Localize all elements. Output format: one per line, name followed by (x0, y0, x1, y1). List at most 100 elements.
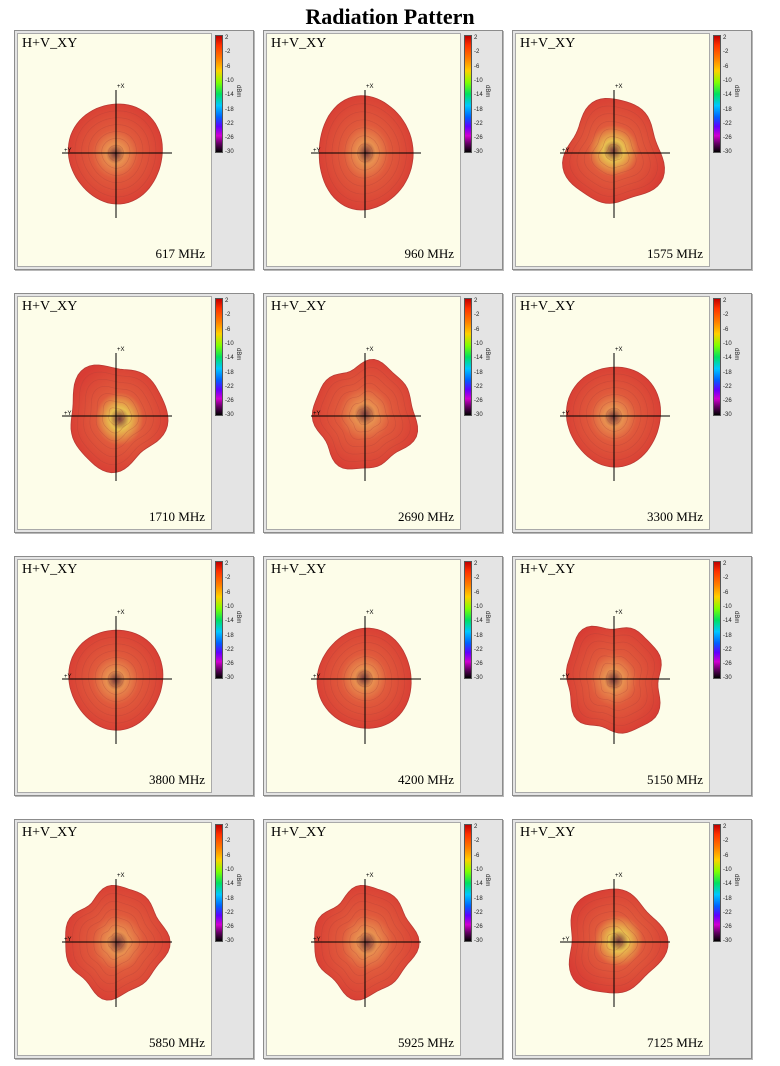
colorbar-tick: -22 (225, 120, 234, 127)
colorbar-tick: 2 (474, 561, 478, 567)
colorbar-tick: -2 (225, 49, 231, 56)
colorbar-tick: -30 (225, 149, 234, 156)
pattern-plot-area: +X +Y H+V_XY 5925 MHz (266, 822, 461, 1056)
panel-label: H+V_XY (22, 825, 78, 840)
pattern-svg: +X +Y (560, 84, 670, 218)
colorbar: 2 -2 -6 -10 -14 -18 -22 -26 -30 dBm (214, 33, 252, 163)
colorbar-tick: -30 (723, 149, 732, 156)
colorbar: 2 -2 -6 -10 -14 -18 -22 -26 -30 dBm (712, 33, 750, 163)
panel-label: H+V_XY (520, 825, 576, 840)
colorbar-tick: -30 (225, 412, 234, 419)
y-axis-label: +Y (64, 148, 72, 154)
colorbar-tick: -6 (474, 852, 480, 859)
frequency-label: 2690 MHz (398, 509, 454, 524)
pattern-panel: +X +Y H+V_XY 7125 MHz 2 -2 -6 -10 -14 -18 -22 -26 -3… (512, 819, 752, 1059)
colorbar-tick: -14 (474, 92, 483, 99)
colorbar: 2 -2 -6 -10 -14 -18 -22 -26 -30 dBm (463, 822, 501, 952)
pattern-svg: +X +Y (62, 84, 172, 218)
colorbar-tick: 2 (474, 35, 478, 41)
colorbar-tick: -10 (723, 340, 732, 347)
colorbar-tick: -30 (723, 938, 732, 945)
colorbar-tick: -26 (474, 661, 483, 668)
colorbar-tick: 2 (474, 298, 478, 304)
colorbar-tick: -22 (474, 909, 483, 916)
pattern-svg: +X +Y (311, 610, 421, 744)
colorbar-tick: -26 (723, 135, 732, 142)
frequency-label: 5850 MHz (149, 1035, 205, 1050)
colorbar-gradient (713, 298, 721, 416)
y-axis-label: +Y (313, 411, 321, 417)
colorbar-tick: -14 (723, 92, 732, 99)
frequency-label: 7125 MHz (647, 1035, 703, 1050)
colorbar-gradient (215, 824, 223, 942)
pattern-plot-area: +X +Y H+V_XY 5150 MHz (515, 559, 710, 793)
colorbar: 2 -2 -6 -10 -14 -18 -22 -26 -30 dBm (463, 33, 501, 163)
frequency-label: 617 MHz (155, 246, 205, 261)
x-axis-label: +X (117, 347, 125, 353)
colorbar-tick: -2 (474, 49, 480, 56)
colorbar-tick: -30 (723, 412, 732, 419)
pattern-surface (316, 627, 412, 729)
colorbar-unit: dBm (484, 348, 490, 361)
y-axis-label: +Y (562, 674, 570, 680)
pattern-plot-area: +X +Y H+V_XY 5850 MHz (17, 822, 212, 1056)
colorbar-tick: 2 (723, 824, 727, 830)
x-axis-label: +X (366, 347, 374, 353)
colorbar-unit: dBm (484, 874, 490, 887)
colorbar: 2 -2 -6 -10 -14 -18 -22 -26 -30 dBm (712, 559, 750, 689)
pattern-svg: +X +Y (311, 873, 421, 1007)
pattern-panel: +X +Y H+V_XY 3300 MHz 2 -2 -6 -10 -14 -18 -22 -26 -3… (512, 293, 752, 533)
frequency-label: 3800 MHz (149, 772, 205, 787)
colorbar-tick: -18 (723, 632, 732, 639)
x-axis-label: +X (117, 84, 125, 90)
frequency-label: 5925 MHz (398, 1035, 454, 1050)
pattern-panel: +X +Y H+V_XY 617 MHz 2 -2 -6 -10 -14 -18 -22 -26 -30… (14, 30, 254, 270)
frequency-label: 960 MHz (404, 246, 454, 261)
colorbar-unit: dBm (733, 874, 739, 887)
pattern-svg: +X +Y (62, 347, 172, 481)
colorbar-tick: -22 (225, 646, 234, 653)
colorbar-tick: -2 (474, 575, 480, 582)
y-axis-label: +Y (313, 674, 321, 680)
x-axis-label: +X (117, 610, 125, 616)
colorbar-tick: -2 (225, 312, 231, 319)
colorbar-tick: -22 (723, 120, 732, 127)
colorbar-tick: 2 (474, 824, 478, 830)
colorbar-tick: -22 (474, 383, 483, 390)
pattern-panel: +X +Y H+V_XY 2690 MHz 2 -2 -6 -10 -14 -18 -22 -26 -3… (263, 293, 503, 533)
colorbar-tick: -2 (474, 838, 480, 845)
y-axis-label: +Y (64, 937, 72, 943)
pattern-plot-area: +X +Y H+V_XY 3300 MHz (515, 296, 710, 530)
colorbar-tick: 2 (225, 298, 229, 304)
colorbar-unit: dBm (733, 611, 739, 624)
x-axis-label: +X (615, 873, 623, 879)
colorbar-tick: -10 (225, 340, 234, 347)
colorbar-unit: dBm (235, 85, 241, 98)
colorbar-tick: -2 (723, 49, 729, 56)
colorbar-gradient (713, 561, 721, 679)
pattern-svg: +X +Y (311, 347, 421, 481)
colorbar-tick: -22 (723, 646, 732, 653)
colorbar-tick: -10 (723, 866, 732, 873)
colorbar-tick: -14 (723, 881, 732, 888)
pattern-svg: +X +Y (62, 610, 172, 744)
frequency-label: 1710 MHz (149, 509, 205, 524)
colorbar-tick: -2 (723, 575, 729, 582)
colorbar: 2 -2 -6 -10 -14 -18 -22 -26 -30 dBm (214, 822, 252, 952)
colorbar-unit: dBm (484, 85, 490, 98)
colorbar-tick: -10 (225, 603, 234, 610)
colorbar-tick: -30 (474, 149, 483, 156)
pattern-plot-area: +X +Y H+V_XY 960 MHz (266, 33, 461, 267)
y-axis-label: +Y (562, 148, 570, 154)
x-axis-label: +X (615, 347, 623, 353)
pattern-panel: +X +Y H+V_XY 1710 MHz 2 -2 -6 -10 -14 -18 -22 -26 -3… (14, 293, 254, 533)
colorbar: 2 -2 -6 -10 -14 -18 -22 -26 -30 dBm (463, 296, 501, 426)
colorbar-tick: -10 (723, 77, 732, 84)
panel-label: H+V_XY (520, 299, 576, 314)
colorbar-gradient (215, 35, 223, 153)
colorbar-tick: -18 (723, 895, 732, 902)
colorbar-gradient (464, 824, 472, 942)
colorbar-gradient (464, 561, 472, 679)
colorbar-gradient (464, 35, 472, 153)
frequency-label: 1575 MHz (647, 246, 703, 261)
